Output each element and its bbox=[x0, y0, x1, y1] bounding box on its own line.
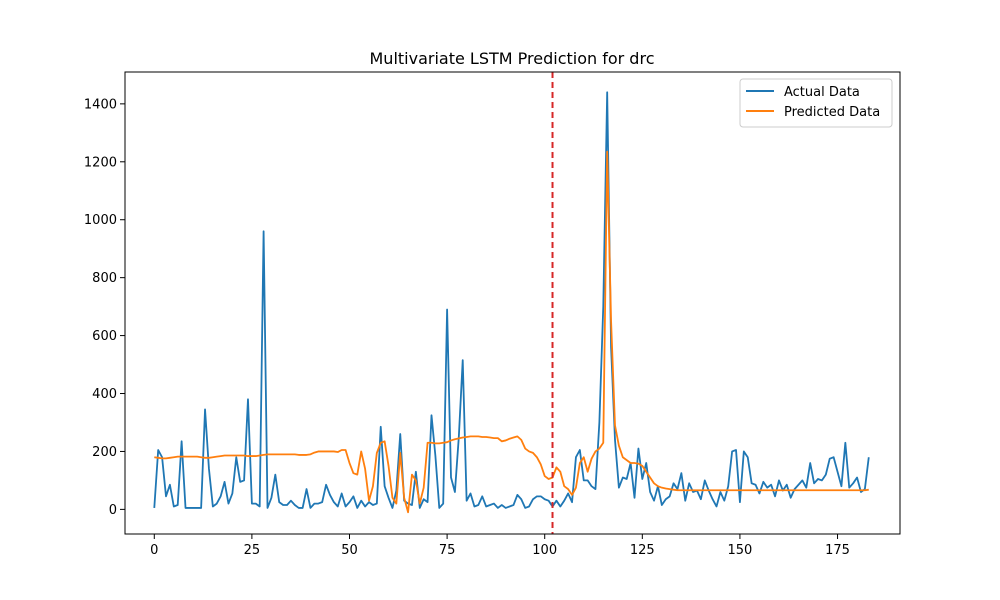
x-tick-label: 125 bbox=[630, 543, 655, 558]
legend: Actual Data Predicted Data bbox=[739, 78, 893, 128]
y-tick-label: 1200 bbox=[84, 155, 117, 170]
legend-label-actual: Actual Data bbox=[784, 85, 860, 100]
legend-label-predicted: Predicted Data bbox=[784, 105, 880, 120]
series-line-1 bbox=[154, 150, 869, 514]
x-tick-label: 75 bbox=[439, 543, 456, 558]
y-tick-label: 800 bbox=[92, 271, 117, 286]
x-tick-label: 175 bbox=[825, 543, 850, 558]
y-tick-label: 1400 bbox=[84, 97, 117, 112]
x-tick-label: 150 bbox=[728, 543, 753, 558]
y-tick-label: 400 bbox=[92, 387, 117, 402]
chart-title: Multivariate LSTM Prediction for drc bbox=[370, 49, 655, 68]
legend-box bbox=[739, 78, 893, 128]
y-tick-label: 200 bbox=[92, 445, 117, 460]
series-layer bbox=[153, 91, 870, 514]
x-tick-label: 25 bbox=[244, 543, 261, 558]
x-tick-label: 0 bbox=[150, 543, 158, 558]
series-line-0 bbox=[153, 91, 870, 509]
plot-frame bbox=[124, 71, 901, 535]
y-tick-label: 0 bbox=[109, 503, 117, 518]
x-tick-label: 50 bbox=[341, 543, 358, 558]
y-axis: 0 200 400 600 800 1000 1200 1400 bbox=[84, 97, 125, 518]
y-tick-label: 1000 bbox=[84, 213, 117, 228]
y-tick-label: 600 bbox=[92, 329, 117, 344]
x-axis: 0 25 50 75 100 125 150 175 bbox=[150, 534, 850, 558]
x-tick-label: 100 bbox=[532, 543, 557, 558]
